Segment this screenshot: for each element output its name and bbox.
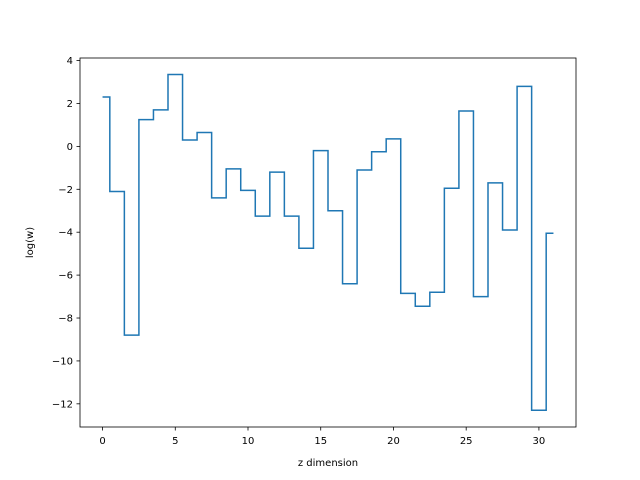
- x-tick-label: 20: [387, 436, 400, 447]
- x-tick-label: 5: [172, 436, 178, 447]
- x-tick-label: 10: [242, 436, 255, 447]
- y-axis-label: log(w): [25, 227, 36, 258]
- y-tick-label: 2: [67, 99, 73, 110]
- y-tick-label: −8: [58, 314, 73, 325]
- x-tick-label: 15: [314, 436, 327, 447]
- x-tick-label: 30: [533, 436, 546, 447]
- x-axis-ticks: 0 5 10 15 20 25 30: [99, 427, 545, 447]
- plot-area: [79, 57, 577, 428]
- y-axis-ticks: −12 −10 −8 −6 −4 −2 0 2 4: [52, 56, 80, 410]
- x-tick-label: 0: [99, 436, 105, 447]
- x-tick-label: 25: [460, 436, 473, 447]
- x-axis-label: z dimension: [298, 458, 358, 469]
- y-tick-label: 4: [67, 56, 73, 67]
- y-tick-label: 0: [67, 142, 73, 153]
- y-tick-label: −6: [58, 271, 73, 282]
- y-tick-label: −10: [52, 356, 73, 367]
- y-tick-label: −12: [52, 399, 73, 410]
- data-series-line: [102, 73, 554, 412]
- y-tick-label: −4: [58, 228, 73, 239]
- axes-frame: [79, 57, 577, 428]
- y-tick-label: −2: [58, 185, 73, 196]
